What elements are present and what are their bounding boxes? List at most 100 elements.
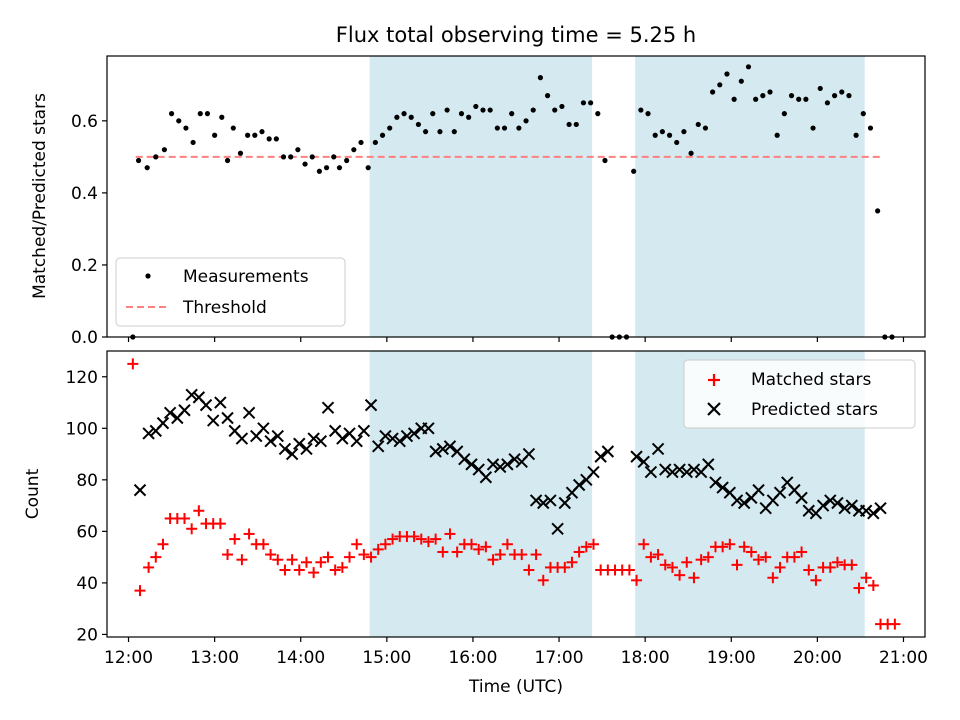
measurement-point — [494, 125, 500, 131]
matched-star-point — [803, 564, 815, 576]
predicted-star-point — [795, 491, 808, 505]
measurement-point — [674, 139, 680, 146]
measurement-point — [537, 75, 543, 81]
bottom-panel: 20 40 60 80 100 120 12:00 13:00 14:00 15:00 16:00… — [23, 350, 928, 697]
matched-star-point — [537, 574, 549, 586]
bottom-y-tick-label: 100 — [66, 419, 98, 439]
matched-star-point — [134, 585, 146, 597]
x-tick-label: 12:00 — [104, 648, 153, 668]
top-panel: 0.0 0.2 0.4 0.6 Matched/Predicted stars Mea… — [30, 55, 926, 348]
matched-star-point — [774, 561, 786, 573]
measurement-point — [731, 96, 737, 102]
predicted-star-point — [235, 432, 249, 445]
measurement-point — [323, 165, 330, 171]
measurement-point — [796, 96, 802, 102]
predicted-star-point — [558, 496, 572, 510]
matched-star-point — [767, 572, 779, 584]
x-tick-label: 13:00 — [190, 648, 239, 668]
predicted-star-point — [630, 450, 643, 463]
measurement-point — [839, 89, 845, 95]
matched-star-point — [437, 546, 449, 558]
predicted-star-point — [407, 427, 421, 440]
predicted-star-point — [845, 499, 859, 512]
predicted-star-point — [214, 396, 227, 409]
measurement-point — [588, 100, 594, 106]
measurement-point — [252, 132, 258, 138]
matched-star-point — [623, 564, 635, 576]
top-shaded-periods — [369, 56, 865, 337]
matched-star-point — [573, 546, 585, 558]
predicted-star-point — [816, 499, 830, 512]
measurement-point — [422, 129, 429, 135]
measurement-point — [437, 129, 443, 135]
bottom-y-tick-label: 20 — [76, 625, 98, 645]
predicted-star-point — [730, 494, 744, 507]
measurement-point — [753, 96, 759, 102]
matched-star-point — [451, 546, 463, 558]
bottom-legend: Matched stars Predicted stars — [683, 359, 916, 429]
measurement-point — [875, 208, 881, 214]
matched-star-point — [702, 551, 714, 563]
measurement-point — [710, 89, 716, 95]
predicted-star-point — [199, 398, 213, 412]
measurement-point — [516, 125, 522, 131]
predicted-star-point — [436, 442, 450, 456]
x-tick-label: 18:00 — [621, 648, 670, 668]
matched-star-point — [336, 561, 348, 573]
measurement-point — [631, 168, 637, 174]
matched-star-point — [760, 551, 772, 563]
measurement-point — [803, 96, 809, 102]
measurement-point — [817, 85, 823, 92]
matched-star-point — [286, 554, 298, 566]
top-legend-box — [115, 257, 346, 327]
predicted-star-point — [659, 463, 672, 476]
measurement-point — [853, 132, 859, 138]
matched-star-point — [831, 556, 843, 568]
predicted-star-point — [163, 406, 177, 420]
measurement-point — [738, 78, 744, 84]
measurement-point — [767, 89, 773, 95]
predicted-star-point — [859, 504, 873, 517]
shaded-period-2 — [635, 56, 865, 337]
measurement-point — [259, 129, 265, 135]
matched-star-point — [272, 554, 284, 566]
predicted-star-point — [486, 458, 500, 471]
matched-star-point — [695, 554, 707, 566]
predicted-star-point — [185, 388, 198, 402]
predicted-star-point — [142, 427, 155, 440]
measurement-point — [153, 154, 159, 160]
x-tick-label: 20:00 — [793, 648, 842, 668]
legend-matched-marker — [708, 374, 720, 386]
top-y-tick-label: 0.6 — [71, 112, 98, 132]
matched-star-point — [293, 564, 305, 576]
measurement-point — [273, 136, 279, 142]
predicted-star-point — [400, 429, 414, 443]
matched-star-point — [444, 528, 456, 540]
predicted-star-point — [336, 432, 349, 445]
measurement-point — [336, 165, 343, 171]
matched-star-point — [473, 543, 485, 555]
predicted-star-point — [379, 429, 392, 443]
matched-star-point — [860, 572, 872, 584]
top-x-ticks — [127, 337, 905, 342]
x-tick-label: 21:00 — [879, 648, 928, 668]
predicted-star-point — [178, 404, 191, 417]
measurement-point — [602, 157, 608, 164]
matched-star-point — [379, 538, 391, 550]
measurement-point — [774, 132, 780, 138]
measurement-point — [176, 118, 182, 124]
matched-stars-points — [127, 358, 901, 630]
matched-star-point — [143, 561, 155, 573]
predicted-star-point — [285, 447, 299, 461]
measurement-point — [401, 111, 407, 117]
chart-title: Flux total observing time = 5.25 h — [336, 23, 696, 47]
measurement-point — [351, 147, 357, 153]
x-tick-label: 15:00 — [362, 648, 411, 668]
measurement-point — [365, 165, 371, 171]
bottom-x-ticks: 12:00 13:00 14:00 15:00 16:00 17:00 18:00 19:00… — [104, 637, 928, 668]
measurement-point — [415, 121, 422, 128]
matched-star-point — [150, 551, 162, 563]
predicted-star-point — [156, 416, 170, 430]
matched-star-point — [559, 561, 571, 573]
matched-star-point — [824, 561, 836, 573]
